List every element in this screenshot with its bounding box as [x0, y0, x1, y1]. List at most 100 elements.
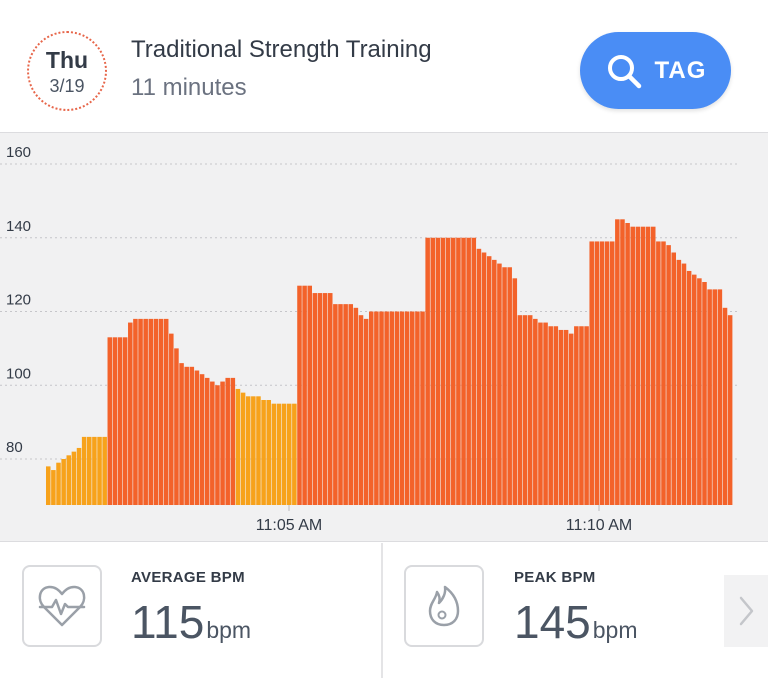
bpm-bar [112, 337, 118, 505]
bpm-bar [76, 447, 82, 505]
y-tick-label: 120 [6, 292, 31, 309]
bpm-bar [143, 318, 148, 506]
bpm-bar [671, 252, 677, 505]
bpm-bar [133, 318, 138, 506]
flame-icon [428, 585, 460, 627]
bpm-bar [707, 289, 712, 506]
bpm-bar [158, 318, 164, 506]
bpm-bar [604, 241, 610, 505]
bpm-bar [702, 282, 707, 505]
bpm-bar [210, 381, 215, 505]
bpm-bar [661, 241, 666, 505]
x-tick-label: 11:05 AM [256, 517, 322, 534]
bpm-bar [574, 326, 579, 505]
search-icon [607, 54, 641, 88]
bpm-bar [517, 315, 523, 505]
bpm-bar [568, 333, 574, 506]
bpm-bar [251, 396, 256, 505]
bpm-bar [645, 226, 651, 505]
bpm-bar [430, 237, 436, 505]
y-tick-label: 140 [6, 218, 31, 235]
bpm-bar [389, 311, 395, 505]
stats-divider [381, 543, 383, 678]
bpm-bar [594, 241, 600, 505]
bpm-bar [271, 403, 277, 505]
bpm-bar [128, 322, 133, 505]
bpm-bar [235, 388, 241, 505]
bpm-bar [81, 436, 87, 506]
bpm-bar [548, 326, 553, 505]
peak-bpm-value: 145bpm [514, 595, 638, 649]
bpm-bar [122, 337, 128, 505]
bpm-bar [440, 237, 446, 505]
bpm-bar [522, 315, 528, 505]
bpm-bar [220, 381, 225, 505]
bpm-bar [481, 252, 487, 505]
chevron-right-icon [739, 596, 754, 626]
bpm-bar [497, 263, 502, 505]
bpm-bar [543, 322, 548, 505]
bpm-bar [138, 318, 143, 506]
next-stat-button[interactable] [724, 575, 768, 647]
bpm-bar [466, 237, 471, 505]
bpm-bar [307, 285, 312, 505]
peak-bpm-card[interactable]: PEAK BPM 145bpm [383, 543, 768, 678]
bpm-bar [189, 366, 195, 505]
bpm-bar [666, 245, 671, 506]
peak-bpm-unit: bpm [592, 617, 638, 643]
bpm-bar [266, 400, 271, 505]
bpm-bar [256, 396, 261, 505]
bpm-bar [153, 318, 159, 506]
bpm-bar [384, 311, 389, 505]
bpm-bar [71, 451, 77, 506]
bpm-bar [507, 267, 512, 505]
bpm-bar [486, 256, 492, 505]
bpm-bar [563, 329, 569, 505]
bpm-bar [286, 403, 292, 505]
heart-rate-icon [38, 585, 86, 627]
workout-duration: 11 minutes [131, 74, 247, 101]
bpm-bar [297, 285, 302, 505]
bpm-bar [476, 248, 482, 505]
bpm-bar [410, 311, 415, 505]
bpm-bar [625, 223, 630, 505]
bpm-bar [620, 219, 625, 505]
bpm-bar [630, 226, 635, 505]
bpm-bar [56, 462, 61, 505]
heart-rate-chart: 80 100 120 140 160 11:05 AM 11:10 AM [0, 132, 768, 542]
bpm-bar [584, 326, 589, 505]
bpm-bar [204, 377, 210, 506]
tag-button[interactable]: TAG [580, 32, 731, 109]
average-bpm-icon-box [22, 565, 102, 647]
bpm-bar [650, 226, 656, 505]
bpm-bar [61, 459, 66, 505]
bpm-bar [676, 259, 682, 506]
bpm-bar [712, 289, 718, 506]
bpm-bar [174, 348, 179, 506]
bpm-bar [363, 318, 369, 506]
bpm-bar [327, 293, 333, 505]
bpm-bar [343, 304, 348, 506]
workout-header: Thu 3/19 Traditional Strength Training 1… [0, 0, 768, 132]
average-bpm-card[interactable]: AVERAGE BPM 115bpm [0, 543, 381, 678]
bpm-bar [527, 315, 533, 505]
bpm-bar [640, 226, 646, 505]
bpm-bar [230, 377, 236, 506]
y-tick-label: 160 [6, 144, 31, 161]
bpm-bar [553, 326, 559, 505]
bpm-bar [599, 241, 605, 505]
bpm-bar [184, 366, 189, 505]
average-bpm-unit: bpm [206, 617, 252, 643]
bpm-bar [656, 241, 661, 505]
stats-panel: AVERAGE BPM 115bpm PEAK BPM 145bpm [0, 543, 768, 678]
bpm-bar [245, 396, 251, 505]
bpm-bar [425, 237, 430, 505]
bpm-bar [686, 270, 692, 505]
bpm-bar [609, 241, 615, 505]
bpm-bar [215, 385, 220, 505]
bpm-bar [435, 237, 441, 505]
bpm-bar [148, 318, 154, 506]
x-tick-label: 11:10 AM [566, 517, 632, 534]
bpm-bar [302, 285, 307, 505]
date-number: 3/19 [49, 76, 85, 96]
